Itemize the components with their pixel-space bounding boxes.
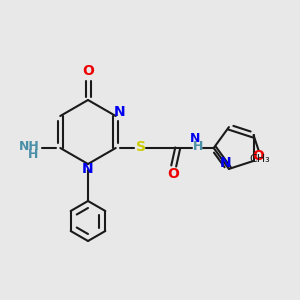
- Text: NH: NH: [19, 140, 40, 152]
- Text: N: N: [190, 131, 200, 145]
- Text: O: O: [167, 167, 179, 181]
- Text: N: N: [220, 156, 232, 170]
- Text: N: N: [114, 105, 125, 119]
- Text: N: N: [82, 162, 94, 176]
- Text: H: H: [193, 140, 203, 152]
- Text: CH₃: CH₃: [249, 154, 270, 164]
- Text: O: O: [82, 64, 94, 78]
- Text: H: H: [28, 148, 38, 161]
- Text: S: S: [136, 140, 146, 154]
- Text: O: O: [253, 149, 264, 163]
